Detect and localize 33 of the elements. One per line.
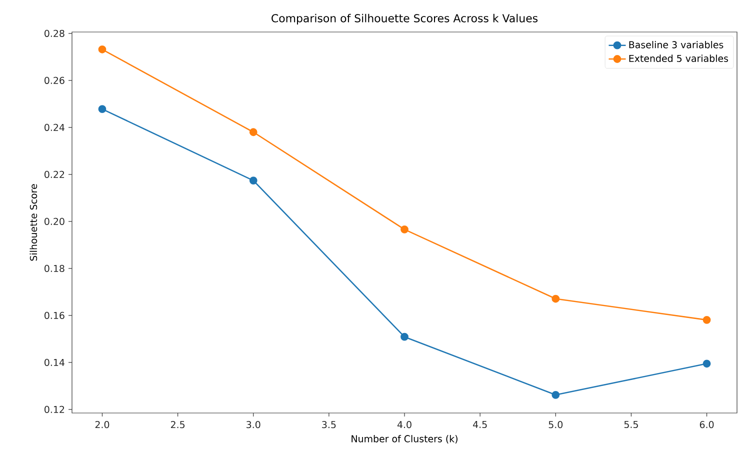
y-tick-label: 0.12: [44, 406, 64, 414]
point: [702, 360, 711, 368]
x-tick-label: 2.0: [95, 421, 110, 428]
x-tick-label: 5.0: [548, 421, 563, 428]
x-axis-title: Number of Clusters (k): [352, 435, 458, 444]
y-tick-label: 0.22: [44, 170, 64, 178]
x-tick-label: 4.5: [473, 421, 487, 428]
y-tick-label: 0.28: [44, 30, 64, 37]
y-tick-label: 0.16: [44, 312, 64, 320]
point: [400, 332, 408, 341]
x-tick-label: 4.0: [397, 421, 412, 428]
point: [98, 45, 106, 54]
point: [98, 105, 106, 114]
x-tick-label: 3.0: [246, 421, 260, 428]
chart-title: Comparison of Silhouette Scores Across k Values: [272, 14, 538, 24]
point: [552, 294, 560, 303]
y-axis-title: Silhouette Score: [30, 184, 38, 261]
x-tick-label: 3.5: [322, 421, 336, 428]
point: [249, 128, 258, 136]
point: [552, 390, 560, 399]
x-tick-label: 2.5: [170, 421, 185, 428]
x-tick-label: 5.5: [624, 421, 638, 428]
x-tick-label: 6.0: [700, 421, 714, 428]
legend-label: Baseline 3 variables: [629, 41, 724, 48]
legend-label: Extended 5 variables: [629, 54, 728, 62]
point: [702, 316, 711, 324]
y-tick-label: 0.26: [44, 76, 64, 84]
point: [400, 225, 408, 234]
y-tick-label: 0.20: [44, 218, 64, 226]
y-tick-label: 0.18: [44, 264, 64, 272]
point: [249, 176, 258, 184]
y-tick-label: 0.24: [44, 124, 64, 132]
y-tick-label: 0.14: [44, 358, 64, 366]
